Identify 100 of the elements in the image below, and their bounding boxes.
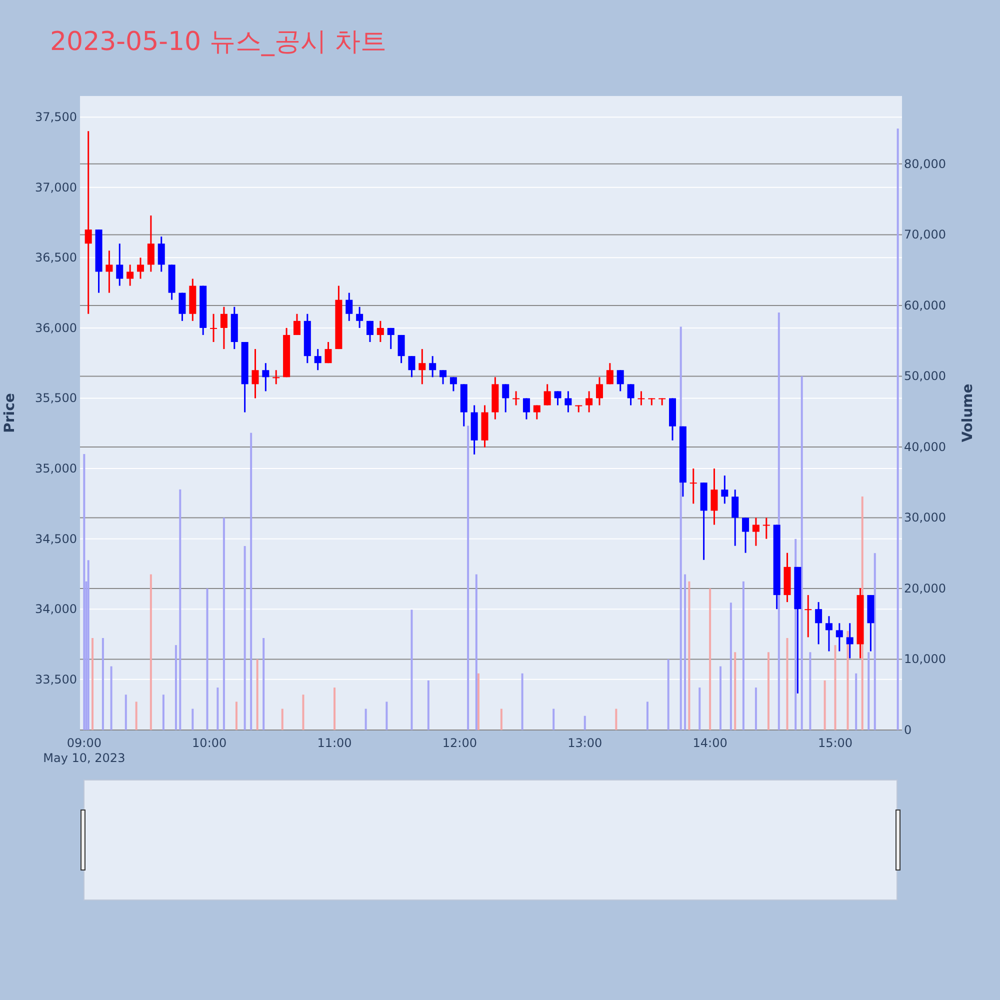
- bar: [824, 680, 826, 730]
- x-tick-label: 11:00: [317, 736, 352, 750]
- y-tick-label: 35,500: [35, 391, 77, 406]
- bar: [102, 638, 104, 730]
- x-tick-label: 10:00: [192, 736, 227, 750]
- candlestick: [408, 355, 416, 378]
- bar: [222, 518, 225, 730]
- bar: [500, 708, 502, 730]
- candlestick: [346, 292, 353, 322]
- bar: [698, 688, 701, 730]
- candlestick: [293, 313, 300, 336]
- text: May 10, 2023: [43, 751, 126, 765]
- candlestick: [418, 348, 426, 385]
- bar: [427, 680, 430, 730]
- bar: [386, 702, 388, 730]
- candlestick: [324, 341, 332, 364]
- y2-tick-label: 40,000: [904, 440, 946, 454]
- bar: [646, 702, 648, 730]
- bar: [786, 638, 788, 730]
- candlestick: [658, 397, 666, 406]
- candlestick: [815, 601, 822, 645]
- candlestick: [554, 390, 562, 406]
- candlestick: [648, 397, 656, 406]
- candlestick: [137, 256, 144, 280]
- candlestick: [314, 348, 322, 371]
- candlestick: [522, 397, 530, 420]
- candlestick: [762, 516, 770, 540]
- bar: [709, 588, 712, 730]
- y-tick-label: 37,500: [35, 110, 77, 124]
- bar: [162, 694, 164, 730]
- y-tick-label: 36,500: [35, 250, 77, 265]
- bar: [734, 652, 736, 730]
- y2-tick-label: 80,000: [904, 156, 946, 171]
- bar: [135, 702, 138, 730]
- candlestick: [502, 383, 510, 414]
- bar: [87, 560, 90, 730]
- bar: [521, 673, 524, 730]
- candlestick: [586, 390, 593, 414]
- bar: [174, 645, 177, 730]
- candlestick: [356, 306, 364, 329]
- bar: [92, 638, 94, 730]
- candlestick: [752, 516, 760, 547]
- candlestick: [158, 236, 165, 272]
- x-tick-label: 15:00: [818, 736, 853, 750]
- bar: [874, 553, 876, 730]
- x-tick-label: 12:00: [442, 736, 477, 750]
- candlestick: [732, 488, 739, 547]
- candlestick: [690, 468, 697, 504]
- bar: [809, 652, 812, 730]
- candlestick: [544, 383, 551, 406]
- bar: [334, 688, 336, 730]
- y2-tick-label: 20,000: [904, 581, 946, 596]
- bar: [855, 673, 858, 730]
- y2-tick-label: 0: [904, 723, 912, 737]
- bar: [150, 574, 152, 730]
- chart-title: 2023-05-10 뉴스_공시 차트: [50, 27, 387, 57]
- candlestick: [606, 362, 614, 385]
- candlestick: [846, 622, 854, 660]
- bar: [688, 581, 690, 730]
- bar: [615, 708, 618, 730]
- y-tick-label: 34,500: [35, 532, 77, 546]
- y2-axis-title: Volume: [960, 384, 976, 442]
- candlestick: [742, 516, 750, 554]
- candlestick: [596, 376, 603, 406]
- candlestick: [616, 369, 624, 392]
- bar: [767, 652, 770, 730]
- candlestick: [512, 390, 520, 406]
- x-tick-label: 13:00: [568, 736, 602, 750]
- y2-tick-label: 60,000: [904, 298, 946, 312]
- candlestick: [564, 390, 572, 414]
- candlestick: [178, 292, 186, 322]
- bar: [179, 489, 182, 730]
- candlestick: [836, 622, 843, 652]
- bar: [684, 574, 686, 730]
- candlestick: [366, 320, 374, 343]
- bar: [235, 702, 238, 730]
- bar: [584, 716, 586, 730]
- bar: [667, 659, 670, 730]
- candlestick: [252, 348, 259, 399]
- candlestick: [450, 376, 457, 392]
- x-tick-label: 14:00: [692, 736, 728, 750]
- bar: [124, 694, 127, 730]
- candlestick: [272, 369, 280, 385]
- candlestick: [106, 250, 113, 294]
- y2-tick-label: 30,000: [904, 510, 946, 525]
- candlestick: [440, 369, 447, 385]
- bar: [800, 376, 803, 730]
- bar: [281, 708, 284, 730]
- candlestick: [825, 615, 832, 652]
- y-tick-label: 36,000: [35, 320, 77, 335]
- candlestick: [710, 468, 718, 526]
- bar: [477, 673, 480, 730]
- bar: [83, 454, 86, 730]
- bar: [719, 666, 722, 730]
- candlestick: [376, 320, 384, 343]
- candlestick: [147, 214, 154, 272]
- bar: [262, 638, 265, 730]
- bar: [475, 574, 478, 730]
- candlestick: [262, 362, 270, 392]
- candlestick: [84, 130, 92, 315]
